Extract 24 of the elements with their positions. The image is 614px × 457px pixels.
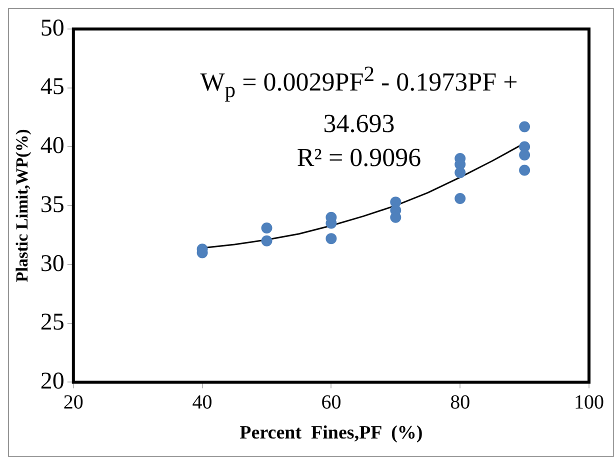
point <box>454 193 466 204</box>
y-tick-label: 35 <box>40 192 64 218</box>
point <box>261 222 272 234</box>
x-tick-label: 80 <box>450 391 470 414</box>
y-tick-label: 45 <box>40 74 64 100</box>
x-tick-label: 20 <box>63 391 84 414</box>
point <box>454 167 466 178</box>
point <box>519 164 530 176</box>
y-axis-title: Plastic Limit,WP(%) <box>12 129 32 282</box>
y-tick-label: 30 <box>40 250 64 277</box>
annotation: W$_{p}$ = 0.0029PF$^{2}$ - 0.1973PF + 34.693 <box>199 61 519 140</box>
y-tick-label: 50 <box>40 15 64 42</box>
point <box>261 235 272 246</box>
x-axis-title: Percent Fines,PF (%) <box>240 422 423 444</box>
point <box>326 233 337 244</box>
y-tick-label: 20 <box>40 368 64 394</box>
annotation: R² = 0.9096 <box>296 142 422 174</box>
x-tick-label: 100 <box>574 391 604 414</box>
point <box>519 149 530 160</box>
point <box>519 121 530 132</box>
x-tick-label: 60 <box>321 391 342 414</box>
y-tick-label: 40 <box>40 133 64 160</box>
x-tick-label: 40 <box>192 391 212 414</box>
y-tick-label: 25 <box>40 310 64 336</box>
